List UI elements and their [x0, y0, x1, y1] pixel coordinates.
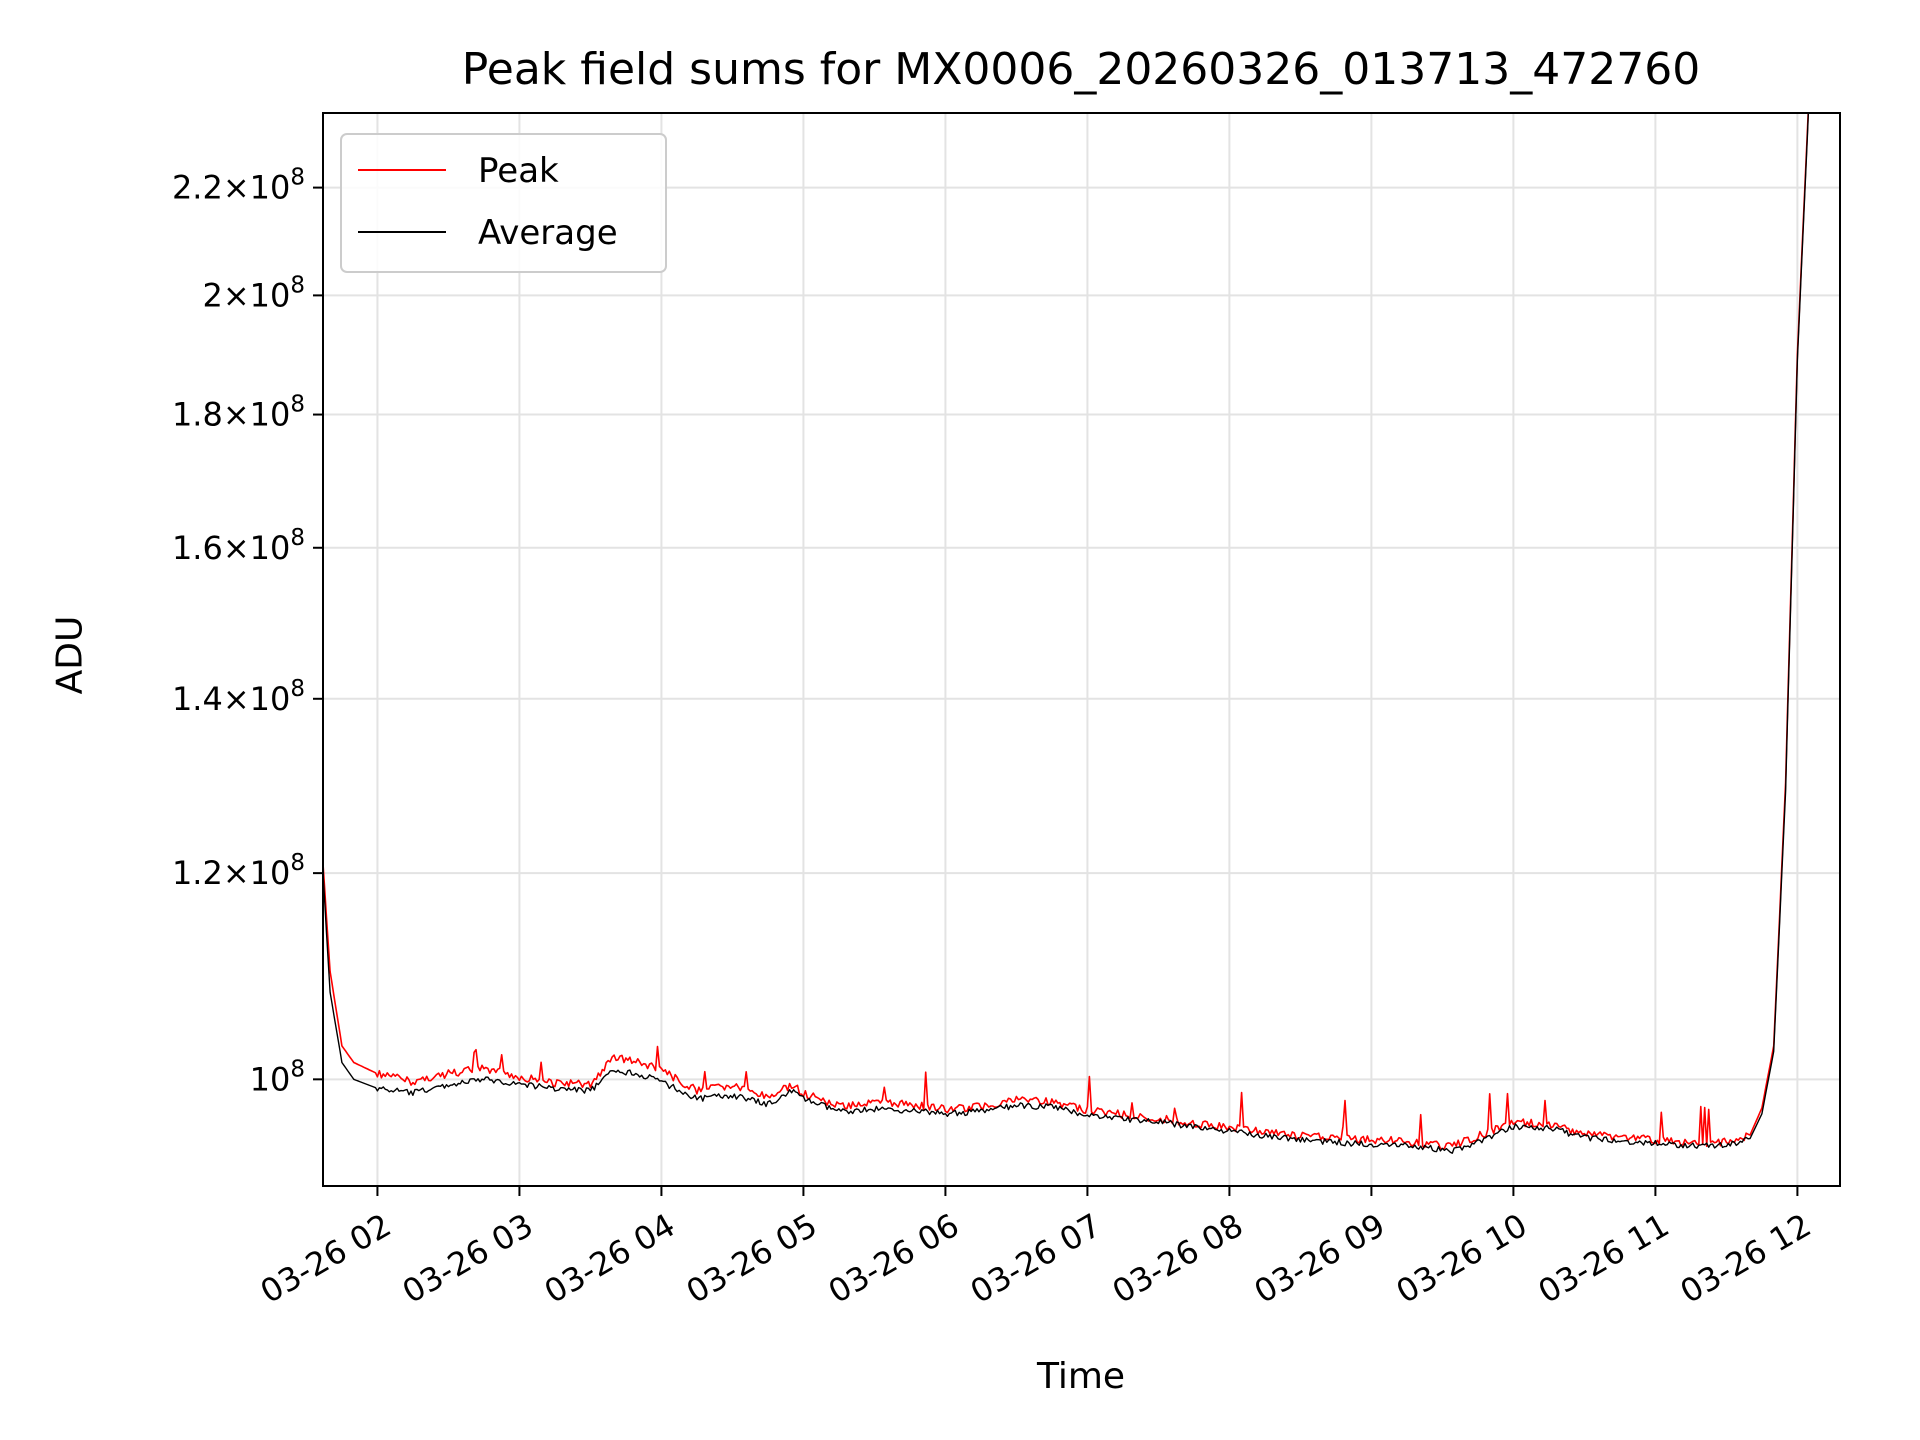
y-tick-label: 2×108 [202, 272, 305, 314]
series-lines [323, 113, 1810, 1154]
x-tick-label: 03-26 07 [964, 1206, 1108, 1311]
chart-title: Peak field sums for MX0006_20260326_0137… [461, 44, 1701, 95]
x-tick-label: 03-26 05 [680, 1206, 824, 1311]
x-tick-label: 03-26 11 [1532, 1206, 1676, 1311]
y-axis-ticks: 108 1.2×108 1.4×108 1.6×108 1.8×108 2×108 2.2×… [172, 165, 323, 1098]
x-tick-label: 03-26 04 [538, 1206, 682, 1311]
x-tick-label: 03-26 09 [1248, 1206, 1392, 1311]
y-axis-label: ADU [49, 615, 91, 695]
y-tick-label: 108 [250, 1056, 305, 1098]
x-tick-label: 03-26 02 [254, 1206, 398, 1311]
x-tick-label: 03-26 10 [1390, 1206, 1534, 1311]
y-tick-label: 1.2×108 [172, 850, 305, 892]
x-axis-label: Time [1036, 1356, 1126, 1397]
y-tick-label: 1.6×108 [172, 525, 305, 567]
grid-lines [323, 113, 1840, 1186]
y-tick-label: 1.4×108 [172, 676, 305, 718]
x-tick-label: 03-26 06 [822, 1206, 966, 1311]
x-tick-label: 03-26 03 [396, 1206, 540, 1311]
y-tick-label: 2.2×108 [172, 165, 305, 207]
series-line-average [323, 113, 1810, 1154]
x-tick-label: 03-26 08 [1106, 1206, 1250, 1311]
plot-frame [322, 112, 1841, 1187]
legend: Peak Average [340, 133, 667, 273]
legend-box [340, 133, 667, 273]
legend-label-peak: Peak [478, 151, 559, 191]
x-tick-label: 03-26 12 [1674, 1206, 1818, 1311]
y-tick-label: 1.8×108 [172, 392, 305, 434]
legend-label-average: Average [478, 213, 618, 253]
